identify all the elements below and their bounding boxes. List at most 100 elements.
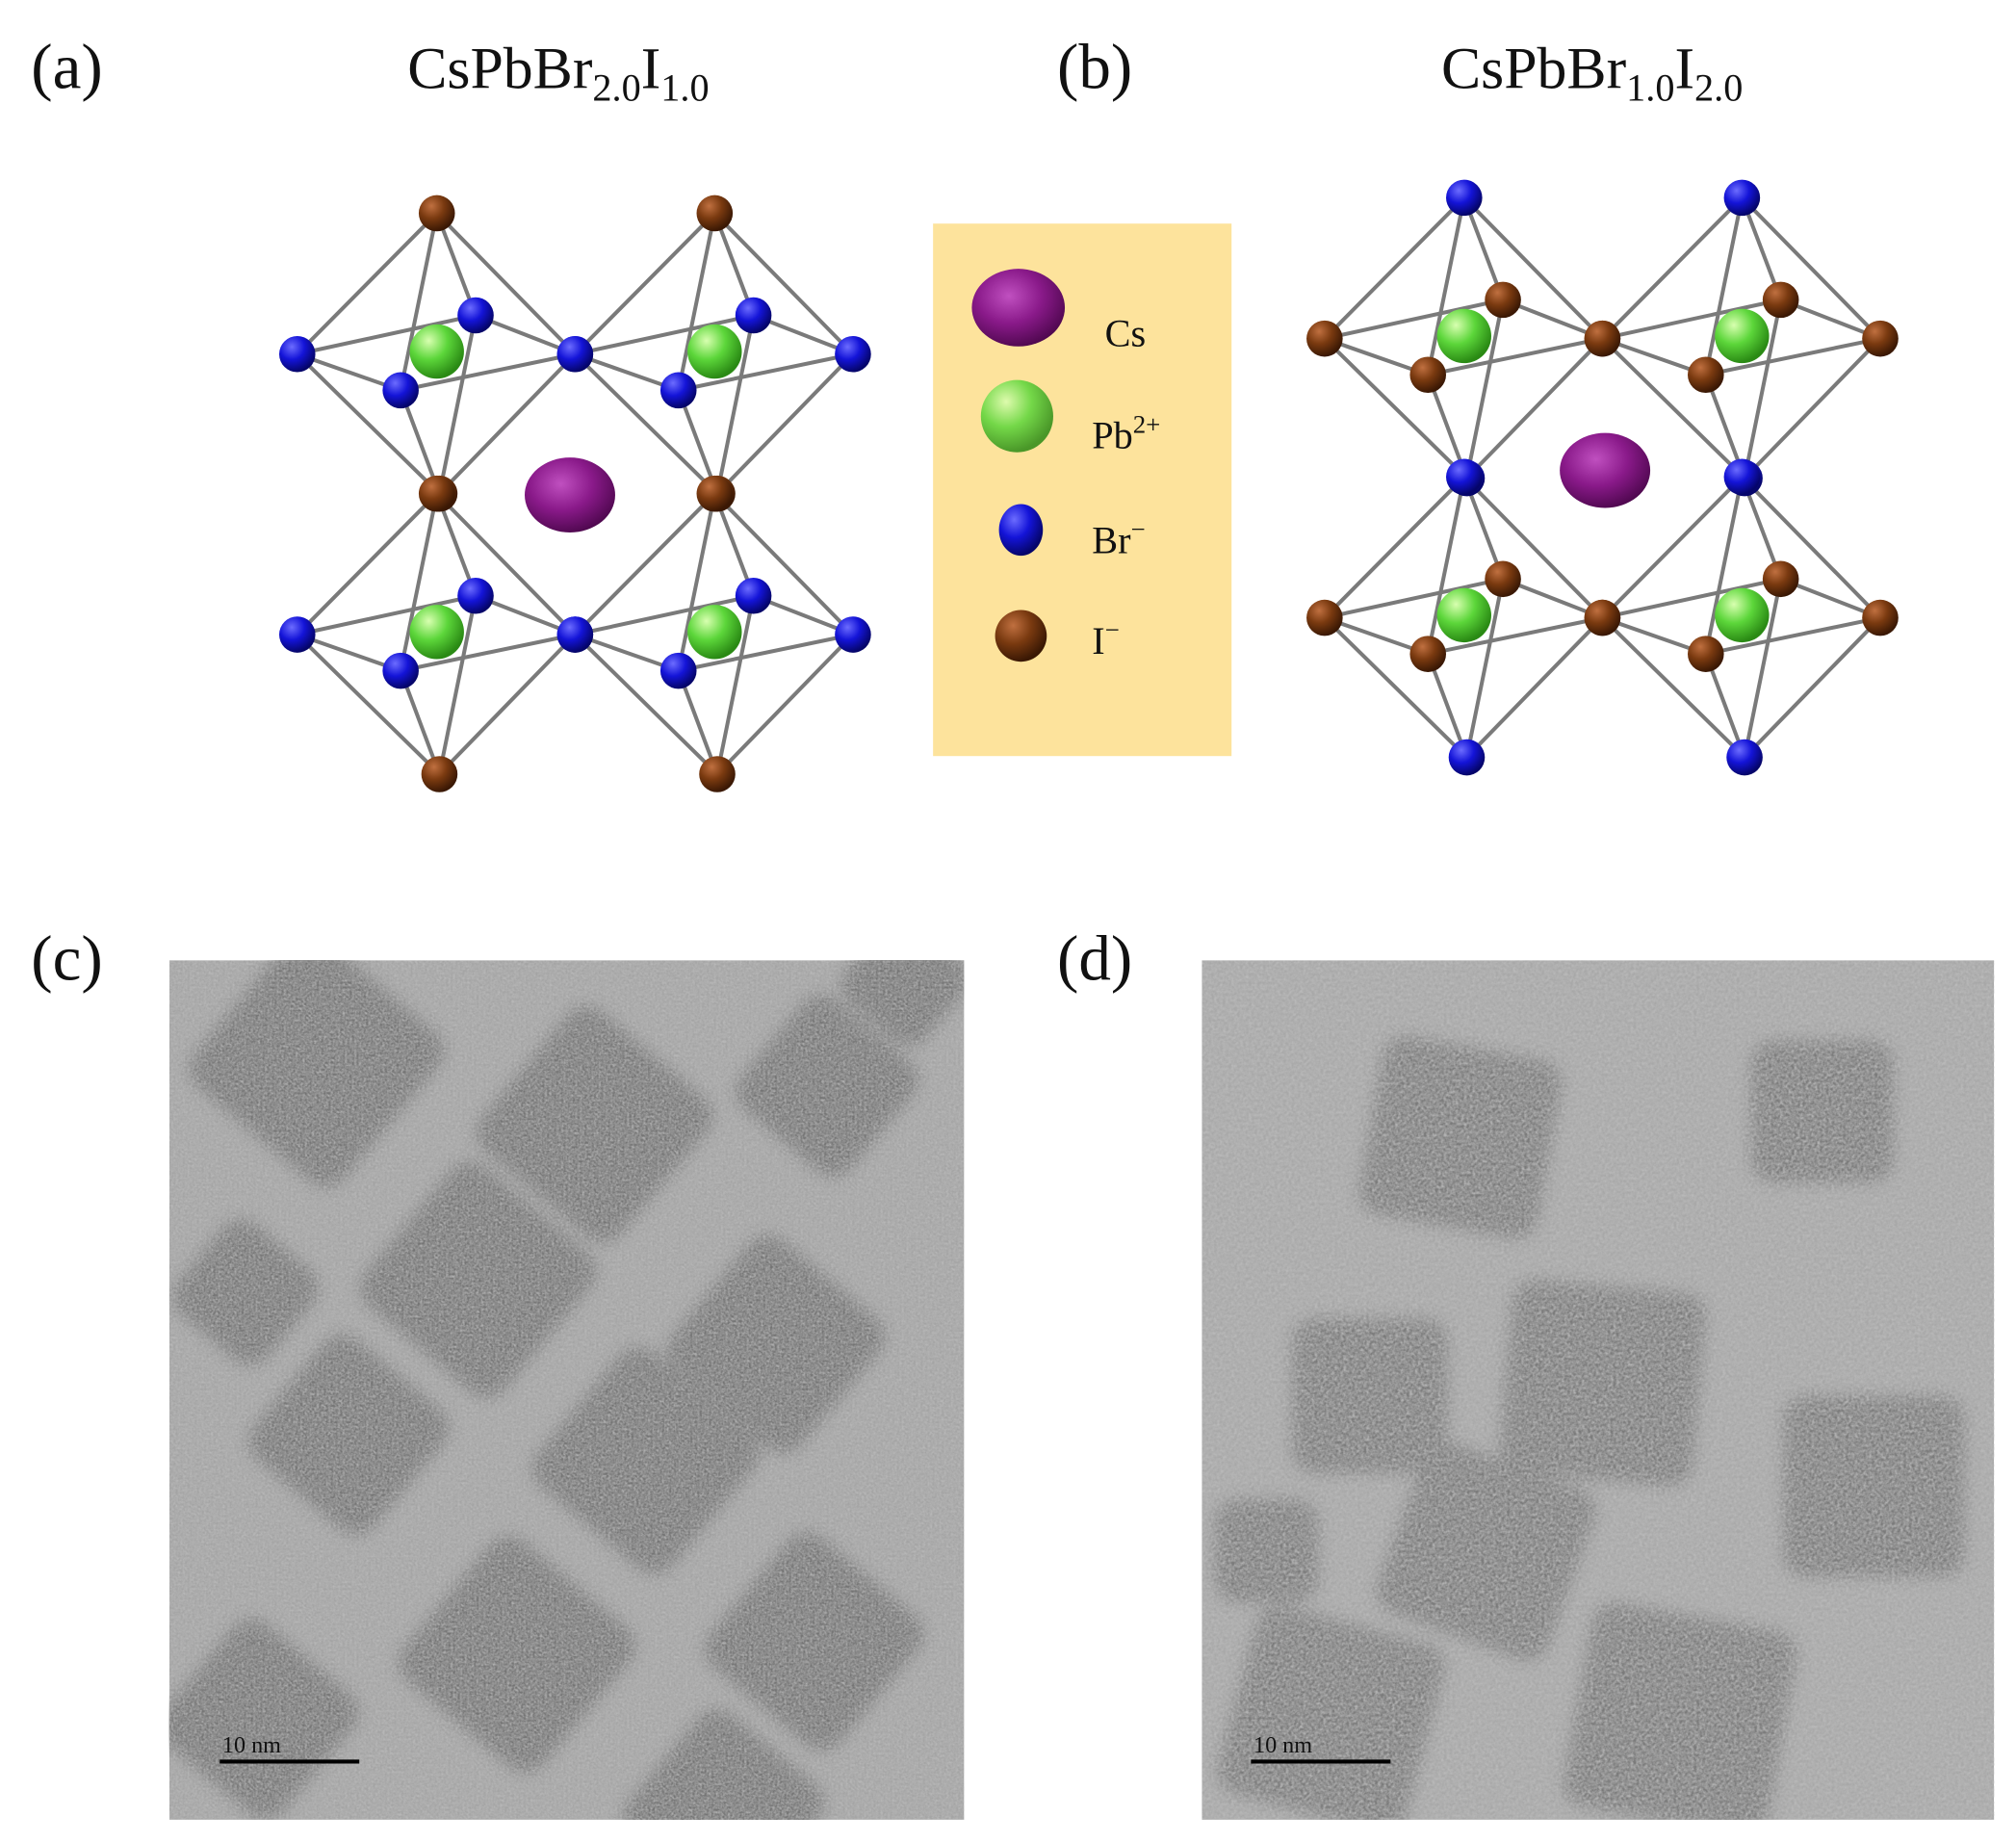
bond bbox=[1323, 475, 1466, 619]
bond bbox=[1323, 195, 1466, 341]
anion bbox=[835, 616, 871, 653]
bond bbox=[1461, 196, 1505, 301]
bond bbox=[1601, 298, 1782, 341]
bond bbox=[296, 212, 439, 356]
bond bbox=[437, 352, 577, 496]
anion bbox=[382, 652, 419, 689]
legend-label: Cs bbox=[1105, 312, 1147, 355]
anion bbox=[1306, 599, 1343, 636]
bond bbox=[1740, 196, 1783, 301]
bond bbox=[1740, 195, 1882, 341]
bond bbox=[1601, 577, 1782, 620]
bond bbox=[1600, 195, 1744, 341]
bond bbox=[1600, 475, 1744, 619]
anion bbox=[1688, 356, 1724, 394]
bond bbox=[1703, 653, 1746, 759]
bond bbox=[1705, 615, 1881, 657]
tem-image: 10 nm bbox=[1202, 960, 1995, 1820]
anion bbox=[1409, 356, 1447, 394]
anion bbox=[1726, 739, 1763, 776]
bond bbox=[1601, 336, 1707, 377]
bond bbox=[296, 492, 439, 636]
anion bbox=[1448, 739, 1486, 776]
bond bbox=[1324, 615, 1429, 657]
bond bbox=[715, 595, 756, 775]
anion bbox=[1306, 320, 1343, 357]
pb-atom bbox=[1436, 587, 1491, 643]
legend-label: Pb2+ bbox=[1092, 410, 1160, 457]
bond bbox=[296, 352, 441, 496]
bond bbox=[437, 633, 577, 776]
bond bbox=[399, 669, 442, 775]
anion bbox=[659, 652, 697, 689]
pb-atom bbox=[1436, 308, 1491, 364]
anion bbox=[1762, 281, 1799, 319]
anion bbox=[1485, 281, 1521, 319]
anion bbox=[278, 335, 316, 373]
bond bbox=[435, 492, 577, 636]
bond bbox=[715, 315, 756, 495]
panel-label: (c) bbox=[31, 922, 102, 994]
bond bbox=[712, 212, 756, 317]
bond bbox=[1324, 336, 1429, 377]
crystal-structure bbox=[1306, 179, 1899, 776]
bond bbox=[399, 213, 439, 391]
bond bbox=[297, 593, 477, 636]
bond bbox=[676, 213, 717, 391]
bond bbox=[715, 633, 855, 776]
bond bbox=[712, 492, 855, 636]
anion bbox=[1762, 560, 1799, 598]
bond bbox=[297, 633, 401, 673]
tem-image: 10 nm bbox=[168, 960, 965, 1820]
bond bbox=[1462, 475, 1604, 619]
anion bbox=[421, 756, 458, 792]
panel-title: CsPbBr2.0I1.0 bbox=[407, 36, 709, 109]
bond bbox=[574, 633, 680, 673]
bond bbox=[573, 492, 716, 636]
bond bbox=[678, 351, 854, 393]
bond bbox=[1705, 336, 1881, 377]
bond bbox=[712, 212, 855, 356]
anion bbox=[457, 297, 494, 334]
bond bbox=[1464, 299, 1506, 480]
bond bbox=[574, 593, 755, 636]
bond bbox=[1743, 578, 1783, 758]
pb-atom bbox=[687, 324, 742, 379]
bond bbox=[1464, 578, 1506, 758]
pb-atom bbox=[1715, 587, 1770, 643]
anion bbox=[1409, 636, 1447, 672]
anion bbox=[1584, 320, 1621, 357]
legend-label: I− bbox=[1092, 615, 1120, 662]
bond bbox=[437, 315, 478, 495]
anion bbox=[696, 195, 734, 232]
bond bbox=[1703, 196, 1745, 376]
bond bbox=[1324, 298, 1504, 341]
bond bbox=[1740, 475, 1882, 619]
panel-title: CsPbBr1.0I2.0 bbox=[1441, 36, 1743, 109]
bond bbox=[715, 352, 855, 496]
bond bbox=[435, 212, 577, 356]
bond bbox=[1462, 195, 1604, 341]
bond bbox=[1743, 616, 1882, 759]
anion bbox=[1862, 320, 1899, 357]
anion bbox=[835, 335, 871, 373]
anion bbox=[457, 577, 494, 614]
panel-label: (b) bbox=[1057, 30, 1132, 102]
bond bbox=[1427, 615, 1603, 657]
anion bbox=[1446, 179, 1483, 217]
bond bbox=[1743, 337, 1882, 480]
anion bbox=[382, 372, 419, 409]
scale-bar-label: 10 nm bbox=[1254, 1732, 1312, 1758]
bond bbox=[573, 212, 716, 356]
legend-label: Br− bbox=[1092, 514, 1145, 561]
bond bbox=[1703, 476, 1745, 655]
anion bbox=[1485, 560, 1521, 598]
anion bbox=[278, 616, 316, 653]
anion bbox=[1688, 636, 1724, 672]
cs-atom bbox=[525, 457, 615, 532]
bond bbox=[574, 313, 755, 356]
bond bbox=[437, 595, 478, 775]
panel-label: (d) bbox=[1057, 922, 1132, 994]
